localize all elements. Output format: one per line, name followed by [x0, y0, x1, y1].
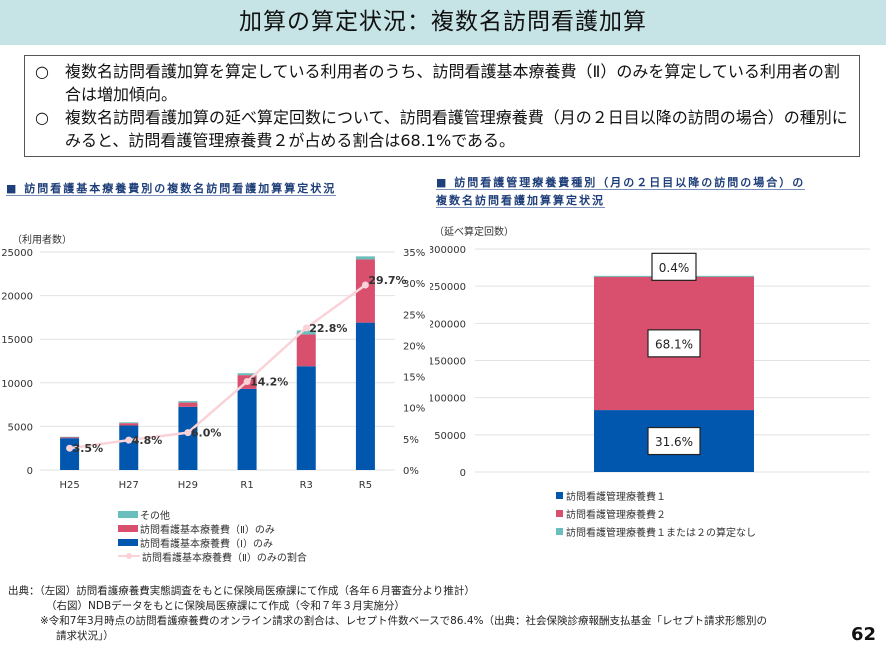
bar-segment — [296, 366, 316, 470]
y-tick-label: 0 — [460, 468, 466, 479]
legend-swatch-blue — [118, 538, 138, 546]
y2-tick-label: 20% — [403, 341, 425, 352]
left-chart: 0 5000 10000 15000 20000 25000 0% 5% 10% 15% 20% 25… — [1, 248, 425, 491]
legend-swatch-teal — [556, 527, 563, 535]
bar-segment — [355, 256, 375, 260]
legend-item-type2: 訪問看護基本療養費（Ⅱ）のみ — [118, 521, 307, 536]
left-chart-legend: その他 訪問看護基本療養費（Ⅱ）のみ 訪問看護基本療養費（Ⅰ）のみ 訪問看護基本… — [118, 507, 307, 564]
page-header: 加算の算定状況：複数名訪問看護加算 — [0, 0, 886, 45]
page-title: 加算の算定状況：複数名訪問看護加算 — [239, 9, 647, 35]
legend-swatch-pink — [118, 524, 138, 532]
ratio-point — [243, 378, 251, 386]
summary-box: ○ 複数名訪問看護加算を算定している利用者のうち、訪問看護基本療養費（Ⅱ）のみを算… — [24, 55, 860, 157]
ratio-point — [361, 281, 369, 289]
x-tick-label: R3 — [300, 480, 313, 491]
ratio-point — [302, 324, 310, 332]
x-tick-label: H29 — [178, 480, 198, 491]
legend-item-mgmt1: 訪問看護管理療養費１ — [556, 486, 756, 504]
y-tick-label: 20000 — [1, 292, 33, 303]
data-label-box — [647, 426, 701, 456]
bar-segment — [237, 373, 257, 376]
data-label: 6.0% — [191, 427, 222, 440]
bar-segment — [355, 322, 375, 470]
bar-segment — [60, 437, 80, 439]
bar-segment — [237, 388, 257, 470]
legend-line-marker-icon — [118, 553, 140, 559]
y-tick-label: 10000 — [1, 379, 33, 390]
y-tick-label: 150000 — [430, 357, 466, 368]
data-label-box — [647, 329, 701, 358]
circle-bullet-icon: ○ — [35, 108, 49, 127]
x-tick-label: R1 — [240, 480, 253, 491]
left-y-axis-label: （利用者数） — [12, 235, 72, 246]
y2-tick-label: 15% — [403, 373, 425, 384]
data-label: 0.4% — [659, 261, 690, 275]
bar-segment — [296, 330, 316, 335]
data-label: 4.8% — [132, 434, 163, 447]
bar-segment — [178, 406, 198, 470]
page-number: 62 — [850, 624, 876, 645]
y-tick-label: 100000 — [430, 394, 466, 405]
legend-item-other: その他 — [118, 507, 307, 522]
left-chart-title: ■ 訪問看護基本療養費別の複数名訪問看護加算算定状況 — [6, 182, 337, 196]
data-label-box — [651, 252, 697, 281]
y-tick-label: 15000 — [1, 335, 33, 346]
circle-bullet-icon: ○ — [35, 62, 49, 81]
legend-item-mgmt2: 訪問看護管理療養費２ — [556, 504, 756, 522]
y-tick-label: 200000 — [430, 319, 466, 330]
y2-tick-label: 0% — [403, 466, 419, 477]
bar-segment — [119, 423, 139, 426]
y2-tick-label: 35% — [403, 248, 425, 259]
legend-swatch-teal — [118, 510, 138, 518]
bar-segment — [178, 401, 198, 403]
bar-segment — [355, 259, 375, 323]
x-tick-label: R5 — [359, 480, 372, 491]
legend-swatch-pink — [556, 509, 563, 517]
ratio-point — [66, 444, 74, 452]
legend-item-ratio: 訪問看護基本療養費（Ⅱ）のみの割合 — [118, 549, 307, 564]
data-label: 3.5% — [73, 442, 104, 455]
bar-segment — [178, 402, 198, 407]
bar-segment — [60, 438, 80, 470]
legend-item-type1: 訪問看護基本療養費（Ⅰ）のみ — [118, 535, 307, 550]
data-label: 29.7% — [368, 274, 406, 287]
data-label: 68.1% — [655, 337, 693, 351]
legend-item-none: 訪問看護管理療養費１または２の算定なし — [556, 522, 756, 540]
right-chart-legend: 訪問看護管理療養費１ 訪問看護管理療養費２ 訪問看護管理療養費１または２の算定な… — [556, 486, 756, 540]
y-tick-label: 250000 — [430, 282, 466, 293]
bar-segment — [119, 425, 139, 470]
data-label: 14.2% — [250, 376, 288, 389]
right-chart-title: ■ 訪問看護管理療養費種別（月の２日目以降の訪問の場合）の 複数名訪問看護加算算… — [436, 176, 806, 208]
y2-tick-label: 5% — [403, 435, 419, 446]
ratio-line — [69, 284, 367, 450]
y-tick-label: 5000 — [8, 422, 33, 433]
ratio-point — [184, 429, 192, 437]
right-chart: 0 50000 100000 150000 200000 250000 300000 31.6… — [430, 245, 870, 479]
right-y-axis-label: （延べ算定回数） — [434, 227, 514, 238]
legend-swatch-blue — [556, 491, 563, 499]
data-label: 31.6% — [655, 435, 693, 449]
y-tick-label: 50000 — [434, 431, 466, 442]
y-tick-label: 300000 — [430, 245, 466, 256]
bar-segment — [60, 436, 80, 438]
y2-tick-label: 10% — [403, 404, 425, 415]
summary-item: ○ 複数名訪問看護加算を算定している利用者のうち、訪問看護基本療養費（Ⅱ）のみを算… — [35, 62, 840, 104]
y2-tick-label: 30% — [403, 279, 425, 290]
y-tick-label: 25000 — [1, 248, 33, 259]
y-tick-label: 0 — [27, 466, 33, 477]
summary-item: ○ 複数名訪問看護加算の延べ算定回数について、訪問看護管理療養費（月の２日目以降の… — [35, 108, 848, 150]
x-tick-label: H25 — [59, 480, 79, 491]
bar-segment — [296, 334, 316, 367]
ratio-point — [125, 436, 133, 444]
source-footnote: 出典：（左図）訪問看護療養費実態調査をもとに保険局医療課にて作成（各年６月審査分… — [8, 585, 767, 642]
y2-tick-label: 25% — [403, 310, 425, 321]
data-label: 22.8% — [309, 322, 347, 335]
bar-segment — [119, 422, 139, 424]
x-tick-label: H27 — [119, 480, 139, 491]
